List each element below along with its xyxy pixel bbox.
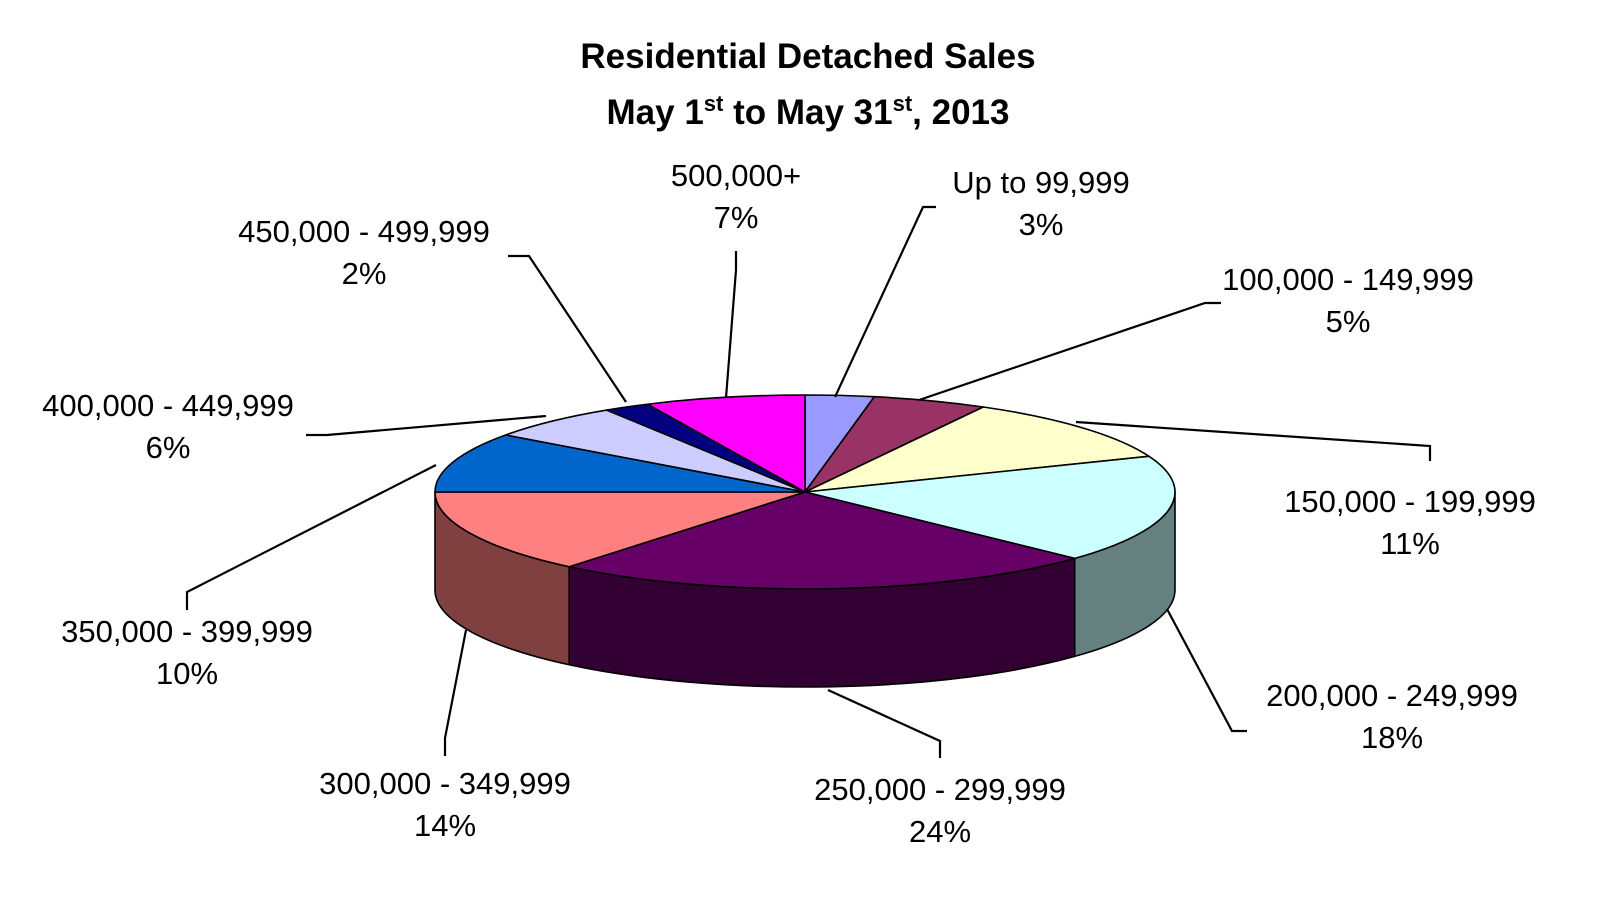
slice-label-400-000-449-999: 400,000 - 449,999 — [42, 388, 294, 423]
slice-label-250-000-299-999: 250,000 - 299,999 — [814, 772, 1066, 807]
slice-label-100-000-149-999: 100,000 - 149,999 — [1222, 262, 1474, 297]
slice-percent-100-000-149-999: 5% — [1326, 304, 1371, 339]
slice-percent-up-to-99-999: 3% — [1019, 207, 1064, 242]
slice-250-000-299-999 — [568, 491, 1076, 590]
leader-lines — [185, 205, 1432, 758]
slice-label-up-to-99-999: Up to 99,999 — [952, 165, 1130, 200]
slice-percent-400-000-449-999: 6% — [146, 430, 191, 465]
slice-label-450-000-499-999: 450,000 - 499,999 — [238, 214, 490, 249]
slice-labels: Up to 99,999 3% 100,000 - 149,999 5% 150,000… — [42, 158, 1536, 849]
slice-200-000-249-999 — [804, 455, 1176, 560]
chart-title-line1: Residential Detached Sales — [580, 37, 1035, 76]
slice-percent-350-000-399-999: 10% — [156, 656, 218, 691]
leader-line-up-to-99-999 — [834, 205, 936, 398]
slice-150-000-199-999 — [804, 406, 1150, 493]
slice-percent-200-000-249-999: 18% — [1361, 720, 1423, 755]
leader-line-450-000-499-999 — [508, 254, 627, 403]
slice-percent-250-000-299-999: 24% — [909, 814, 971, 849]
leader-line-300-000-349-999 — [443, 629, 468, 756]
leader-line-200-000-249-999 — [1166, 608, 1247, 733]
slice-percent-300-000-349-999: 14% — [414, 808, 476, 843]
slice-label-500-000: 500,000+ — [671, 158, 801, 193]
slice-percent-500-000: 7% — [714, 200, 759, 235]
slice-label-350-000-399-999: 350,000 - 399,999 — [61, 614, 313, 649]
slice-label-150-000-199-999: 150,000 - 199,999 — [1284, 484, 1536, 519]
slice-300-000-349-999 — [434, 491, 806, 568]
slice-350-000-399-999 — [434, 434, 806, 493]
chart-title-line2: May 1st to May 31st, 2013 — [607, 91, 1010, 132]
slice-percent-450-000-499-999: 2% — [342, 256, 387, 291]
pie-top-faces — [434, 394, 1176, 590]
pie-sides — [434, 491, 1176, 688]
leader-line-400-000-449-999 — [306, 414, 547, 437]
leader-line-100-000-149-999 — [918, 301, 1221, 402]
leader-line-500-000 — [724, 251, 738, 399]
leader-line-350-000-399-999 — [185, 464, 437, 610]
slice-percent-150-000-199-999: 11% — [1380, 526, 1440, 561]
slice-label-300-000-349-999: 300,000 - 349,999 — [319, 766, 571, 801]
leader-line-250-000-299-999 — [827, 688, 942, 758]
slice-500-000 — [646, 394, 806, 493]
slice-label-200-000-249-999: 200,000 - 249,999 — [1266, 678, 1518, 713]
slice-400-000-449-999 — [504, 409, 806, 493]
leader-line-150-000-199-999 — [1075, 420, 1432, 461]
